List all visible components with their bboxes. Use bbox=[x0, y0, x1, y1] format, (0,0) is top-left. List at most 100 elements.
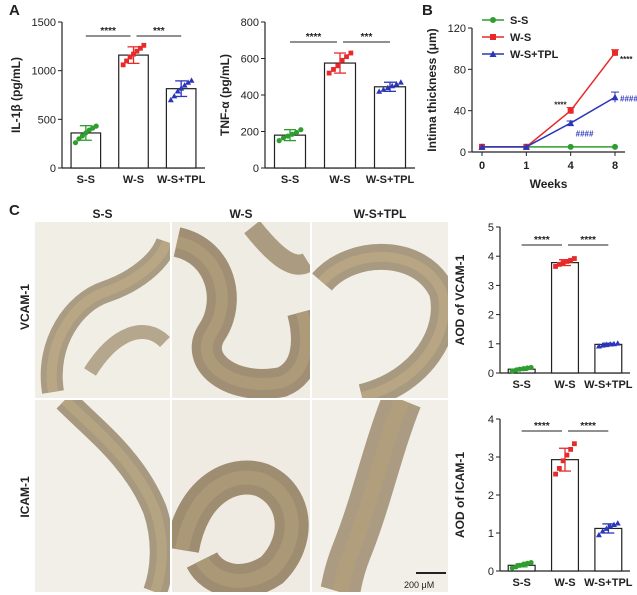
bar bbox=[323, 62, 357, 169]
y-tick-label: 0 bbox=[488, 566, 494, 578]
data-point bbox=[93, 123, 99, 129]
data-point bbox=[120, 62, 126, 68]
significance-label: **** bbox=[534, 421, 550, 432]
x-tick-label: 1 bbox=[523, 160, 529, 172]
y-tick-label: 2 bbox=[488, 490, 494, 502]
x-tick-label: 4 bbox=[568, 160, 575, 172]
significance-label: *** bbox=[361, 32, 373, 43]
data-point bbox=[612, 143, 618, 150]
data-point bbox=[285, 133, 291, 139]
panel-label-b: B bbox=[422, 2, 433, 19]
significance-label: **** bbox=[306, 32, 322, 43]
data-point bbox=[607, 523, 614, 529]
data-point bbox=[293, 129, 300, 136]
y-tick-label: 600 bbox=[241, 54, 259, 66]
x-tick-label: W-S+TPL bbox=[584, 577, 633, 589]
legend-label: S-S bbox=[510, 15, 528, 27]
data-point bbox=[141, 42, 147, 48]
legend-marker bbox=[490, 17, 496, 23]
y-tick-label: 1 bbox=[488, 528, 494, 540]
series-line bbox=[482, 52, 616, 148]
micrograph-column-wstpl: W-S+TPL bbox=[353, 207, 407, 221]
y-tick-label: 5 bbox=[488, 222, 494, 234]
micrograph-icam-ws bbox=[172, 400, 310, 592]
data-point bbox=[384, 84, 391, 91]
data-point bbox=[335, 63, 341, 69]
bar bbox=[118, 54, 149, 169]
data-point bbox=[289, 131, 295, 137]
significance-label: **** bbox=[580, 421, 596, 432]
data-point bbox=[564, 259, 570, 264]
tnfa-bar-chart: 0 200 400 600 800 TNF-α (pg/mL) S-S W-S W-S+TPL *… bbox=[218, 17, 415, 186]
data-point bbox=[567, 143, 574, 150]
x-tick-label: 0 bbox=[479, 160, 485, 172]
y-axis-label: AOD of VCAM-1 bbox=[453, 254, 467, 345]
data-point bbox=[331, 67, 336, 72]
y-tick-label: 4 bbox=[488, 251, 494, 263]
x-tick-label: W-S bbox=[329, 174, 350, 186]
micrograph-vcam-ws bbox=[172, 222, 310, 398]
data-point bbox=[568, 257, 574, 263]
vcam-bar-chart: 0 1 2 3 4 5 AOD of VCAM-1 S-S W-S W-S+TPL **** **** bbox=[453, 222, 633, 391]
bar bbox=[550, 459, 580, 572]
intima-line-chart: 0 40 80 120 0 1 4 8 Weeks Intima thickness (μm) S-… bbox=[425, 15, 637, 191]
data-point bbox=[178, 85, 185, 91]
y-tick-label: 2 bbox=[488, 310, 494, 322]
data-point bbox=[326, 70, 332, 76]
data-point bbox=[567, 119, 575, 127]
data-point bbox=[612, 49, 618, 56]
micrograph-column-ws: W-S bbox=[229, 207, 253, 221]
data-point bbox=[298, 127, 304, 133]
data-point bbox=[528, 560, 534, 566]
y-tick-label: 1000 bbox=[32, 66, 56, 78]
data-point bbox=[380, 86, 387, 92]
data-point bbox=[567, 107, 574, 114]
data-point bbox=[614, 520, 621, 526]
data-point bbox=[522, 143, 530, 150]
significance-label: **** bbox=[580, 235, 596, 246]
data-point bbox=[553, 471, 558, 477]
y-tick-label: 0 bbox=[253, 163, 259, 175]
scale-bar-label: 200 μM bbox=[404, 580, 434, 590]
data-point bbox=[595, 531, 602, 538]
data-point bbox=[572, 256, 577, 261]
y-tick-label: 800 bbox=[241, 17, 259, 29]
x-tick-label: S-S bbox=[281, 174, 299, 186]
x-tick-label: S-S bbox=[77, 174, 95, 186]
y-tick-label: 3 bbox=[488, 280, 494, 292]
data-point bbox=[376, 88, 383, 94]
y-tick-label: 0 bbox=[488, 368, 494, 380]
data-point bbox=[127, 54, 133, 60]
legend-marker bbox=[490, 34, 496, 40]
y-tick-label: 80 bbox=[454, 64, 466, 76]
y-tick-label: 3 bbox=[488, 452, 494, 464]
data-point bbox=[389, 82, 396, 89]
data-point bbox=[339, 57, 345, 63]
data-point bbox=[188, 77, 195, 83]
data-point bbox=[137, 45, 143, 51]
y-axis-label: AOD of ICAM-1 bbox=[453, 452, 467, 538]
x-tick-label: W-S bbox=[123, 174, 144, 186]
data-point bbox=[131, 51, 136, 57]
data-point bbox=[167, 96, 174, 103]
y-tick-label: 500 bbox=[38, 114, 56, 126]
x-tick-label: W-S+TPL bbox=[157, 174, 206, 186]
bar bbox=[373, 86, 407, 169]
y-tick-label: 4 bbox=[488, 414, 494, 426]
data-point bbox=[478, 143, 486, 150]
data-point bbox=[603, 525, 610, 531]
il1b-bar-chart: 0 500 1000 1500 IL-1β (pg/mL) S-S W-S W-S+TPL **… bbox=[9, 17, 206, 186]
micrograph-row-icam: ICAM-1 bbox=[18, 476, 32, 518]
x-tick-label: W-S bbox=[554, 379, 575, 391]
data-point bbox=[174, 88, 181, 94]
data-point bbox=[171, 92, 178, 99]
data-point bbox=[568, 447, 574, 452]
data-point bbox=[560, 458, 566, 464]
data-point bbox=[124, 58, 130, 64]
data-point bbox=[280, 135, 287, 141]
x-tick-label: S-S bbox=[512, 379, 530, 391]
data-point bbox=[348, 50, 354, 56]
x-tick-label: 8 bbox=[612, 160, 618, 172]
data-point bbox=[276, 138, 282, 144]
